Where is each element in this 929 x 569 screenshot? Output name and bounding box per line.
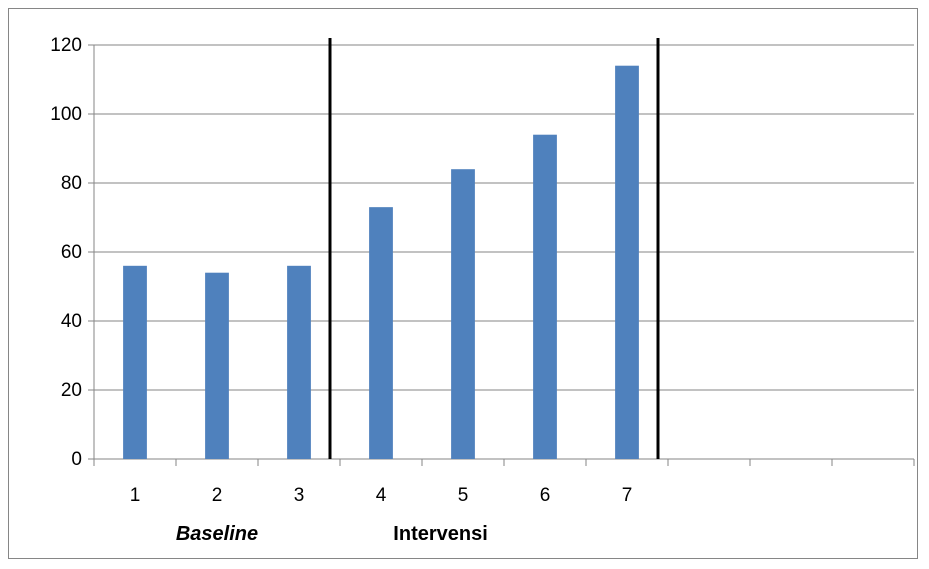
bars (123, 65, 639, 459)
x-tick-label-1: 1 (130, 485, 141, 506)
x-tick-label-2: 2 (212, 485, 223, 506)
bar-chart: 0 20 40 60 80 100 120 1 2 3 4 5 6 7 Baseline Interven… (50, 35, 915, 545)
y-tick-label-120: 120 (50, 35, 82, 56)
phase-label-intervensi: Intervensi (393, 523, 487, 545)
bar-3 (287, 265, 311, 459)
phase-labels: Baseline Intervensi (176, 523, 488, 545)
x-tick-label-4: 4 (376, 485, 387, 506)
axes (88, 44, 915, 466)
bar-2 (205, 272, 229, 459)
y-tick-label-100: 100 (50, 104, 82, 125)
axis-labels: 0 20 40 60 80 100 120 1 2 3 4 5 6 7 (50, 35, 632, 506)
bar-1 (123, 265, 147, 459)
bar-7 (615, 65, 639, 459)
bar-6 (533, 134, 557, 459)
phase-label-baseline: Baseline (176, 523, 258, 545)
grid-lines (94, 44, 914, 391)
y-tick-label-40: 40 (61, 311, 82, 332)
phase-dividers (328, 38, 660, 459)
x-tick-label-7: 7 (622, 485, 633, 506)
y-tick-label-60: 60 (61, 242, 82, 263)
chart-frame: 0 20 40 60 80 100 120 1 2 3 4 5 6 7 Baseline Interven… (8, 8, 918, 559)
bar-4 (369, 207, 393, 459)
y-tick-label-20: 20 (61, 380, 82, 401)
x-tick-label-5: 5 (458, 485, 469, 506)
x-tick-label-6: 6 (540, 485, 551, 506)
y-tick-label-0: 0 (71, 449, 82, 470)
y-tick-label-80: 80 (61, 173, 82, 194)
bar-5 (451, 169, 475, 459)
x-tick-label-3: 3 (294, 485, 305, 506)
